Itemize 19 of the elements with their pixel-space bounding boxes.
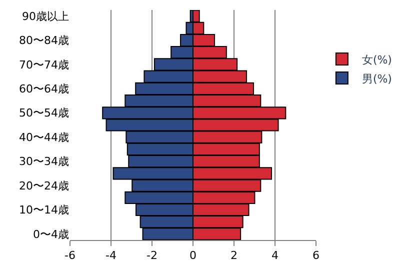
y-tick-label: 30〜34歳 xyxy=(19,155,69,168)
x-tick-label: -6 xyxy=(64,249,76,262)
x-tick-label: -4 xyxy=(106,249,116,262)
y-tick-label: 70〜74歳 xyxy=(19,58,69,72)
y-tick-label: 10〜14歳 xyxy=(19,204,69,217)
x-tick-label: 6 xyxy=(312,249,320,262)
y-tick-label: 60〜64歳 xyxy=(19,82,69,96)
x-tick-label: 2 xyxy=(230,249,238,262)
y-tick-label: 90歳以上 xyxy=(22,10,69,23)
y-tick-label: 80〜84歳 xyxy=(19,34,69,48)
y-tick-label: 50〜54歳 xyxy=(19,106,69,120)
legend-label: 男(%) xyxy=(362,72,392,86)
x-tick-label: 4 xyxy=(272,249,278,262)
x-tick-label: 0 xyxy=(190,249,196,262)
y-tick-label: 20〜24歳 xyxy=(19,179,69,192)
legend-label: 女(%) xyxy=(362,53,392,66)
y-tick-label: 0〜4歳 xyxy=(33,228,69,241)
x-tick-label: -2 xyxy=(146,249,158,262)
y-tick-label: 40〜44歳 xyxy=(19,130,69,144)
